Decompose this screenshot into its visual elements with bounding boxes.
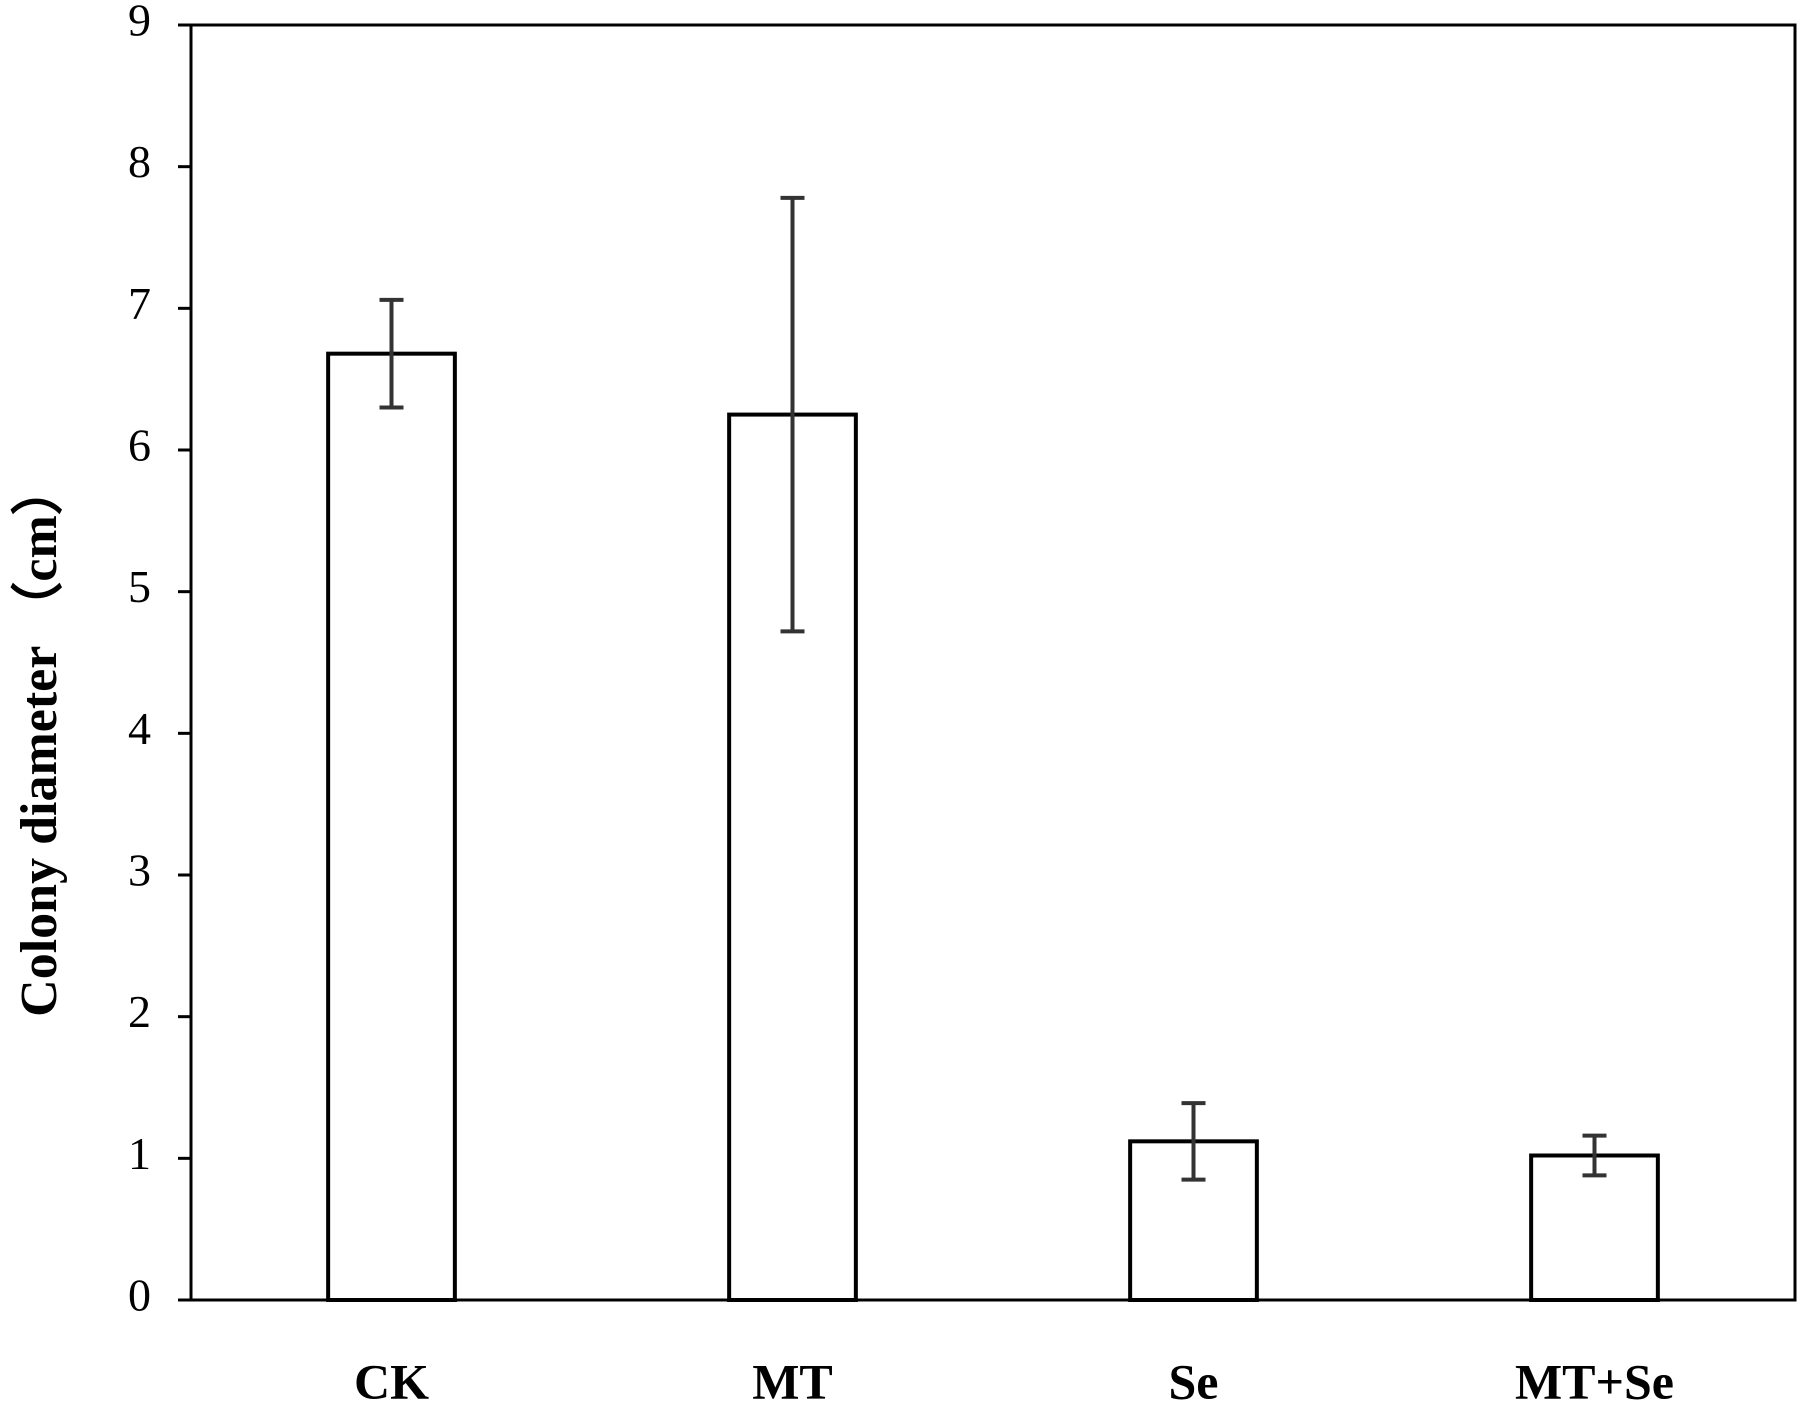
y-tick-label: 6 bbox=[128, 420, 151, 471]
x-tick-label: MT+Se bbox=[1515, 1353, 1674, 1409]
y-tick-label: 3 bbox=[128, 845, 151, 896]
y-axis-title: Colony diameter （cm） bbox=[10, 463, 68, 1017]
y-tick-label: 0 bbox=[128, 1270, 151, 1321]
plot-frame bbox=[189, 23, 1797, 1302]
error-bar bbox=[1181, 1101, 1206, 1182]
x-tick-label: Se bbox=[1169, 1353, 1219, 1409]
error-bar bbox=[379, 297, 404, 410]
x-tick-label: MT bbox=[752, 1353, 833, 1409]
bar bbox=[1529, 1153, 1660, 1302]
y-tick-label: 2 bbox=[128, 986, 151, 1037]
y-tick-label: 9 bbox=[128, 0, 151, 46]
y-tick-label: 8 bbox=[128, 136, 151, 187]
y-tick-label: 4 bbox=[128, 703, 151, 754]
y-tick-label: 1 bbox=[128, 1128, 151, 1179]
error-bar bbox=[780, 195, 805, 634]
y-tick-label: 7 bbox=[128, 278, 151, 329]
y-tick-label: 5 bbox=[128, 561, 151, 612]
error-bar bbox=[1582, 1133, 1607, 1178]
x-tick-label: CK bbox=[354, 1353, 429, 1409]
bar bbox=[326, 351, 457, 1302]
